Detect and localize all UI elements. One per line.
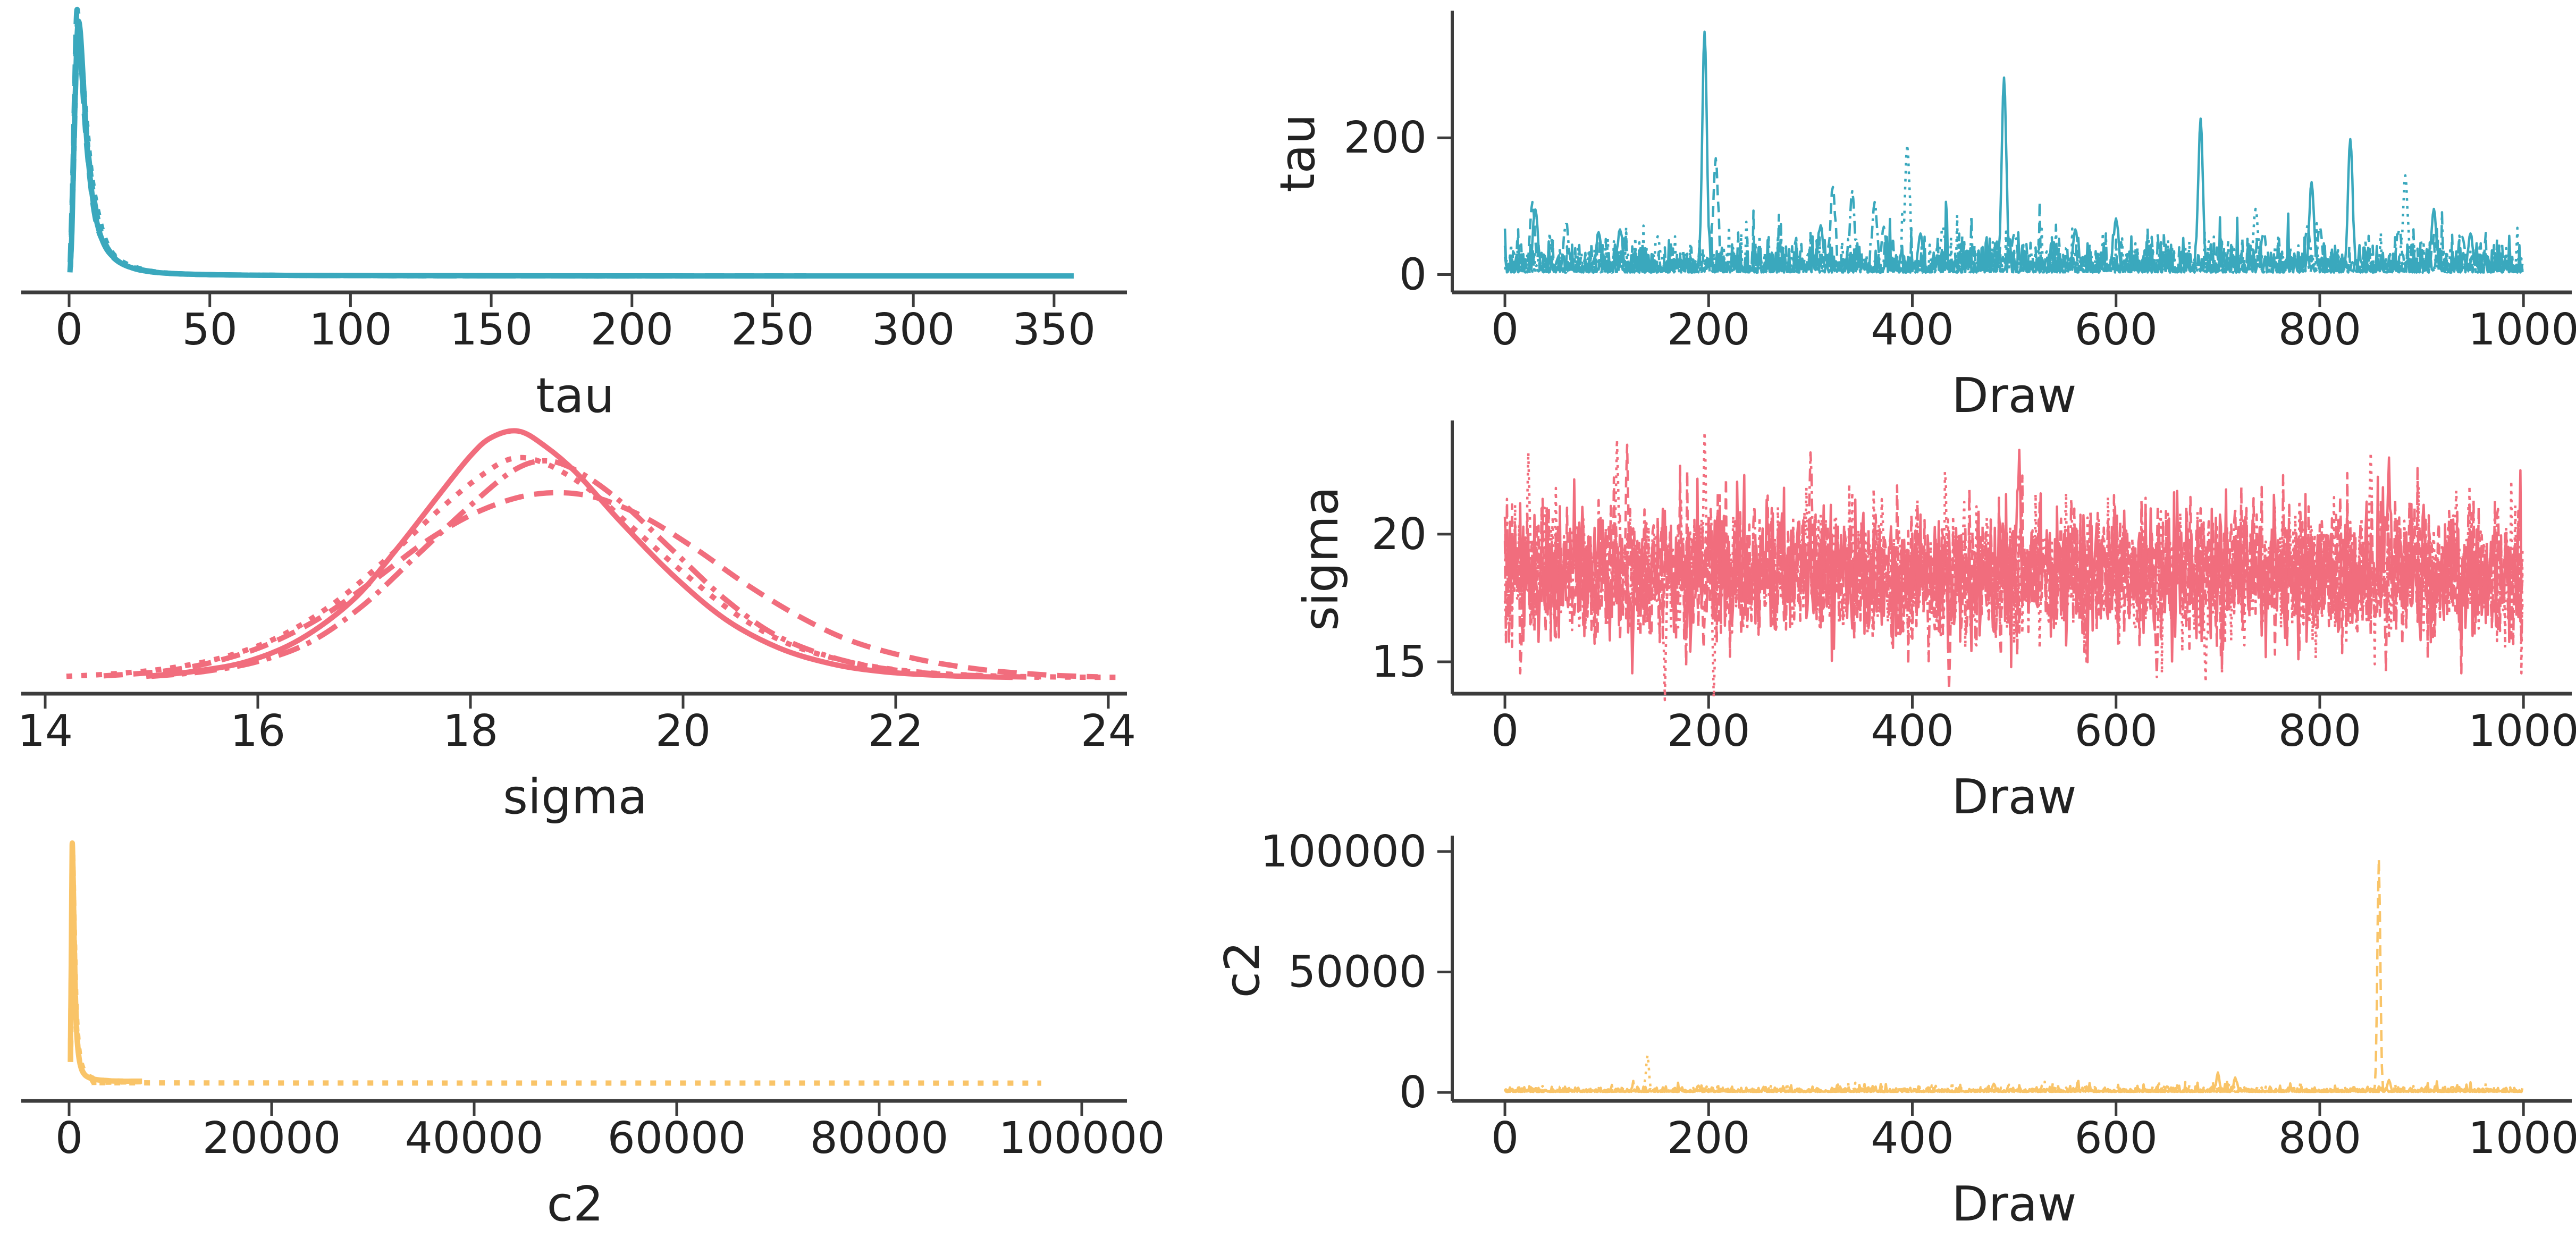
trace-chart-c2: 0 200 400 600 800 1000 0 50000 100000 bbox=[1260, 830, 2576, 1164]
x-tick-label: 1000 bbox=[2468, 706, 2576, 756]
x-tick-label: 600 bbox=[2074, 706, 2158, 756]
kde-panel-tau: 0 50 100 150 200 250 300 350 tau bbox=[0, 0, 1223, 420]
y-tick-label: 0 bbox=[1399, 250, 1427, 300]
kde-curve-solid bbox=[68, 840, 142, 1084]
x-tick-label: 300 bbox=[872, 305, 955, 355]
x-tick-label: 0 bbox=[1491, 1113, 1519, 1164]
x-tick-label: 0 bbox=[55, 305, 83, 355]
x-tick-label: 0 bbox=[1491, 706, 1519, 756]
y-axis-label-tau: tau bbox=[1270, 114, 1326, 192]
kde-curve-solid bbox=[67, 18, 1074, 279]
x-tick-label: 200 bbox=[1667, 1113, 1750, 1164]
x-tick-label: 400 bbox=[1871, 1113, 1954, 1164]
x-tick-label: 40000 bbox=[405, 1113, 544, 1164]
kde-panel-c2: 0 20000 40000 60000 80000 100000 c2 bbox=[0, 830, 1223, 1245]
x-tick-label: 50 bbox=[182, 305, 238, 355]
trace-line-dashed bbox=[1504, 857, 2523, 1093]
x-axis-label-draw: Draw bbox=[1951, 368, 2077, 424]
x-tick-label: 350 bbox=[1013, 305, 1096, 355]
x-tick-label: 800 bbox=[2278, 305, 2362, 355]
x-tick-label: 250 bbox=[731, 305, 814, 355]
trace-panel-c2: 0 200 400 600 800 1000 0 50000 100000 Draw c2 bbox=[1215, 830, 2576, 1245]
x-tick-label: 22 bbox=[868, 706, 923, 756]
y-tick-label: 100000 bbox=[1260, 830, 1427, 877]
kde-chart-sigma: 14 16 18 20 22 24 bbox=[18, 428, 1136, 756]
trace-chart-tau: 0 200 400 600 800 1000 0 200 bbox=[1343, 11, 2576, 355]
y-axis-label-c2: c2 bbox=[1215, 941, 1270, 998]
x-tick-label: 1000 bbox=[2468, 305, 2576, 355]
y-tick-label: 0 bbox=[1399, 1067, 1427, 1118]
x-tick-label: 200 bbox=[1667, 305, 1750, 355]
x-tick-label: 200 bbox=[1667, 706, 1750, 756]
trace-line-solid bbox=[1503, 30, 2524, 274]
x-tick-label: 600 bbox=[2074, 305, 2158, 355]
kde-curve-dashdot bbox=[68, 36, 683, 279]
kde-curve-solid bbox=[146, 428, 1013, 680]
kde-curve-dotted bbox=[68, 19, 621, 279]
kde-curve-dotted bbox=[66, 454, 1119, 680]
x-tick-label: 16 bbox=[230, 706, 285, 756]
x-tick-label: 14 bbox=[18, 706, 73, 756]
trace-line-solid bbox=[1504, 1071, 2524, 1093]
kde-panel-sigma: 14 16 18 20 22 24 sigma bbox=[0, 415, 1223, 830]
trace-panel-tau: 0 200 400 600 800 1000 0 200 Draw tau bbox=[1223, 0, 2576, 420]
x-tick-label: 80000 bbox=[810, 1113, 949, 1164]
kde-chart-tau: 0 50 100 150 200 250 300 350 bbox=[21, 6, 1127, 355]
y-tick-label: 50000 bbox=[1288, 947, 1427, 998]
x-tick-label: 0 bbox=[55, 1113, 83, 1164]
x-axis-label-tau: tau bbox=[536, 368, 614, 424]
trace-line-dotted bbox=[1503, 1054, 2524, 1093]
kde-curve-dashed bbox=[103, 490, 1098, 680]
x-tick-label: 20000 bbox=[203, 1113, 341, 1164]
x-tick-label: 18 bbox=[443, 706, 498, 756]
kde-curve-dashed bbox=[68, 6, 807, 279]
trace-chart-sigma: 0 200 400 600 800 1000 15 20 bbox=[1371, 420, 2576, 756]
x-tick-label: 600 bbox=[2074, 1113, 2158, 1164]
x-tick-label: 800 bbox=[2278, 706, 2362, 756]
y-tick-label: 15 bbox=[1371, 637, 1427, 687]
x-tick-label: 0 bbox=[1491, 305, 1519, 355]
x-tick-label: 150 bbox=[450, 305, 533, 355]
y-axis-label-sigma: sigma bbox=[1293, 486, 1349, 631]
trace-line-solid bbox=[1503, 449, 2524, 675]
x-tick-label: 200 bbox=[591, 305, 674, 355]
x-axis-label-draw: Draw bbox=[1951, 1176, 2077, 1232]
x-tick-label: 400 bbox=[1871, 706, 1954, 756]
trace-panel-sigma: 0 200 400 600 800 1000 15 20 Draw sigma bbox=[1223, 415, 2576, 830]
y-tick-label: 20 bbox=[1371, 509, 1427, 560]
kde-chart-c2: 0 20000 40000 60000 80000 100000 bbox=[21, 840, 1165, 1164]
x-axis-label-sigma: sigma bbox=[503, 769, 647, 825]
x-tick-label: 1000 bbox=[2468, 1113, 2576, 1164]
x-axis-label-c2: c2 bbox=[546, 1176, 604, 1232]
x-tick-label: 800 bbox=[2278, 1113, 2362, 1164]
x-tick-label: 20 bbox=[655, 706, 711, 756]
x-tick-label: 60000 bbox=[608, 1113, 746, 1164]
x-axis-label-draw: Draw bbox=[1951, 769, 2077, 825]
x-tick-label: 400 bbox=[1871, 305, 1954, 355]
x-tick-label: 100 bbox=[309, 305, 392, 355]
x-tick-label: 24 bbox=[1081, 706, 1136, 756]
kde-curve-dotted bbox=[68, 852, 1041, 1086]
x-tick-label: 100000 bbox=[998, 1113, 1165, 1164]
y-tick-label: 200 bbox=[1343, 113, 1427, 163]
